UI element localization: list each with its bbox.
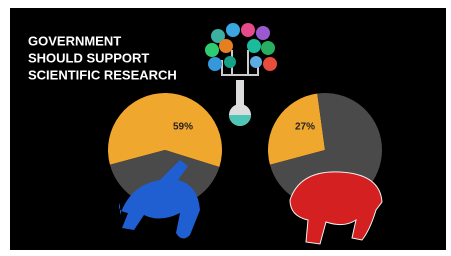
- title-line: SHOULD SUPPORT: [28, 50, 149, 65]
- pie-value-label: 59%: [173, 122, 193, 133]
- title-line: SCIENTIFIC RESEARCH: [28, 67, 177, 82]
- pie-value-label: 27%: [295, 122, 315, 133]
- slide: GOVERNMENT SHOULD SUPPORT SCIENTIFIC RES…: [0, 0, 451, 256]
- page: GOVERNMENT SHOULD SUPPORT SCIENTIFIC RES…: [0, 0, 451, 256]
- title-line: GOVERNMENT: [28, 33, 121, 48]
